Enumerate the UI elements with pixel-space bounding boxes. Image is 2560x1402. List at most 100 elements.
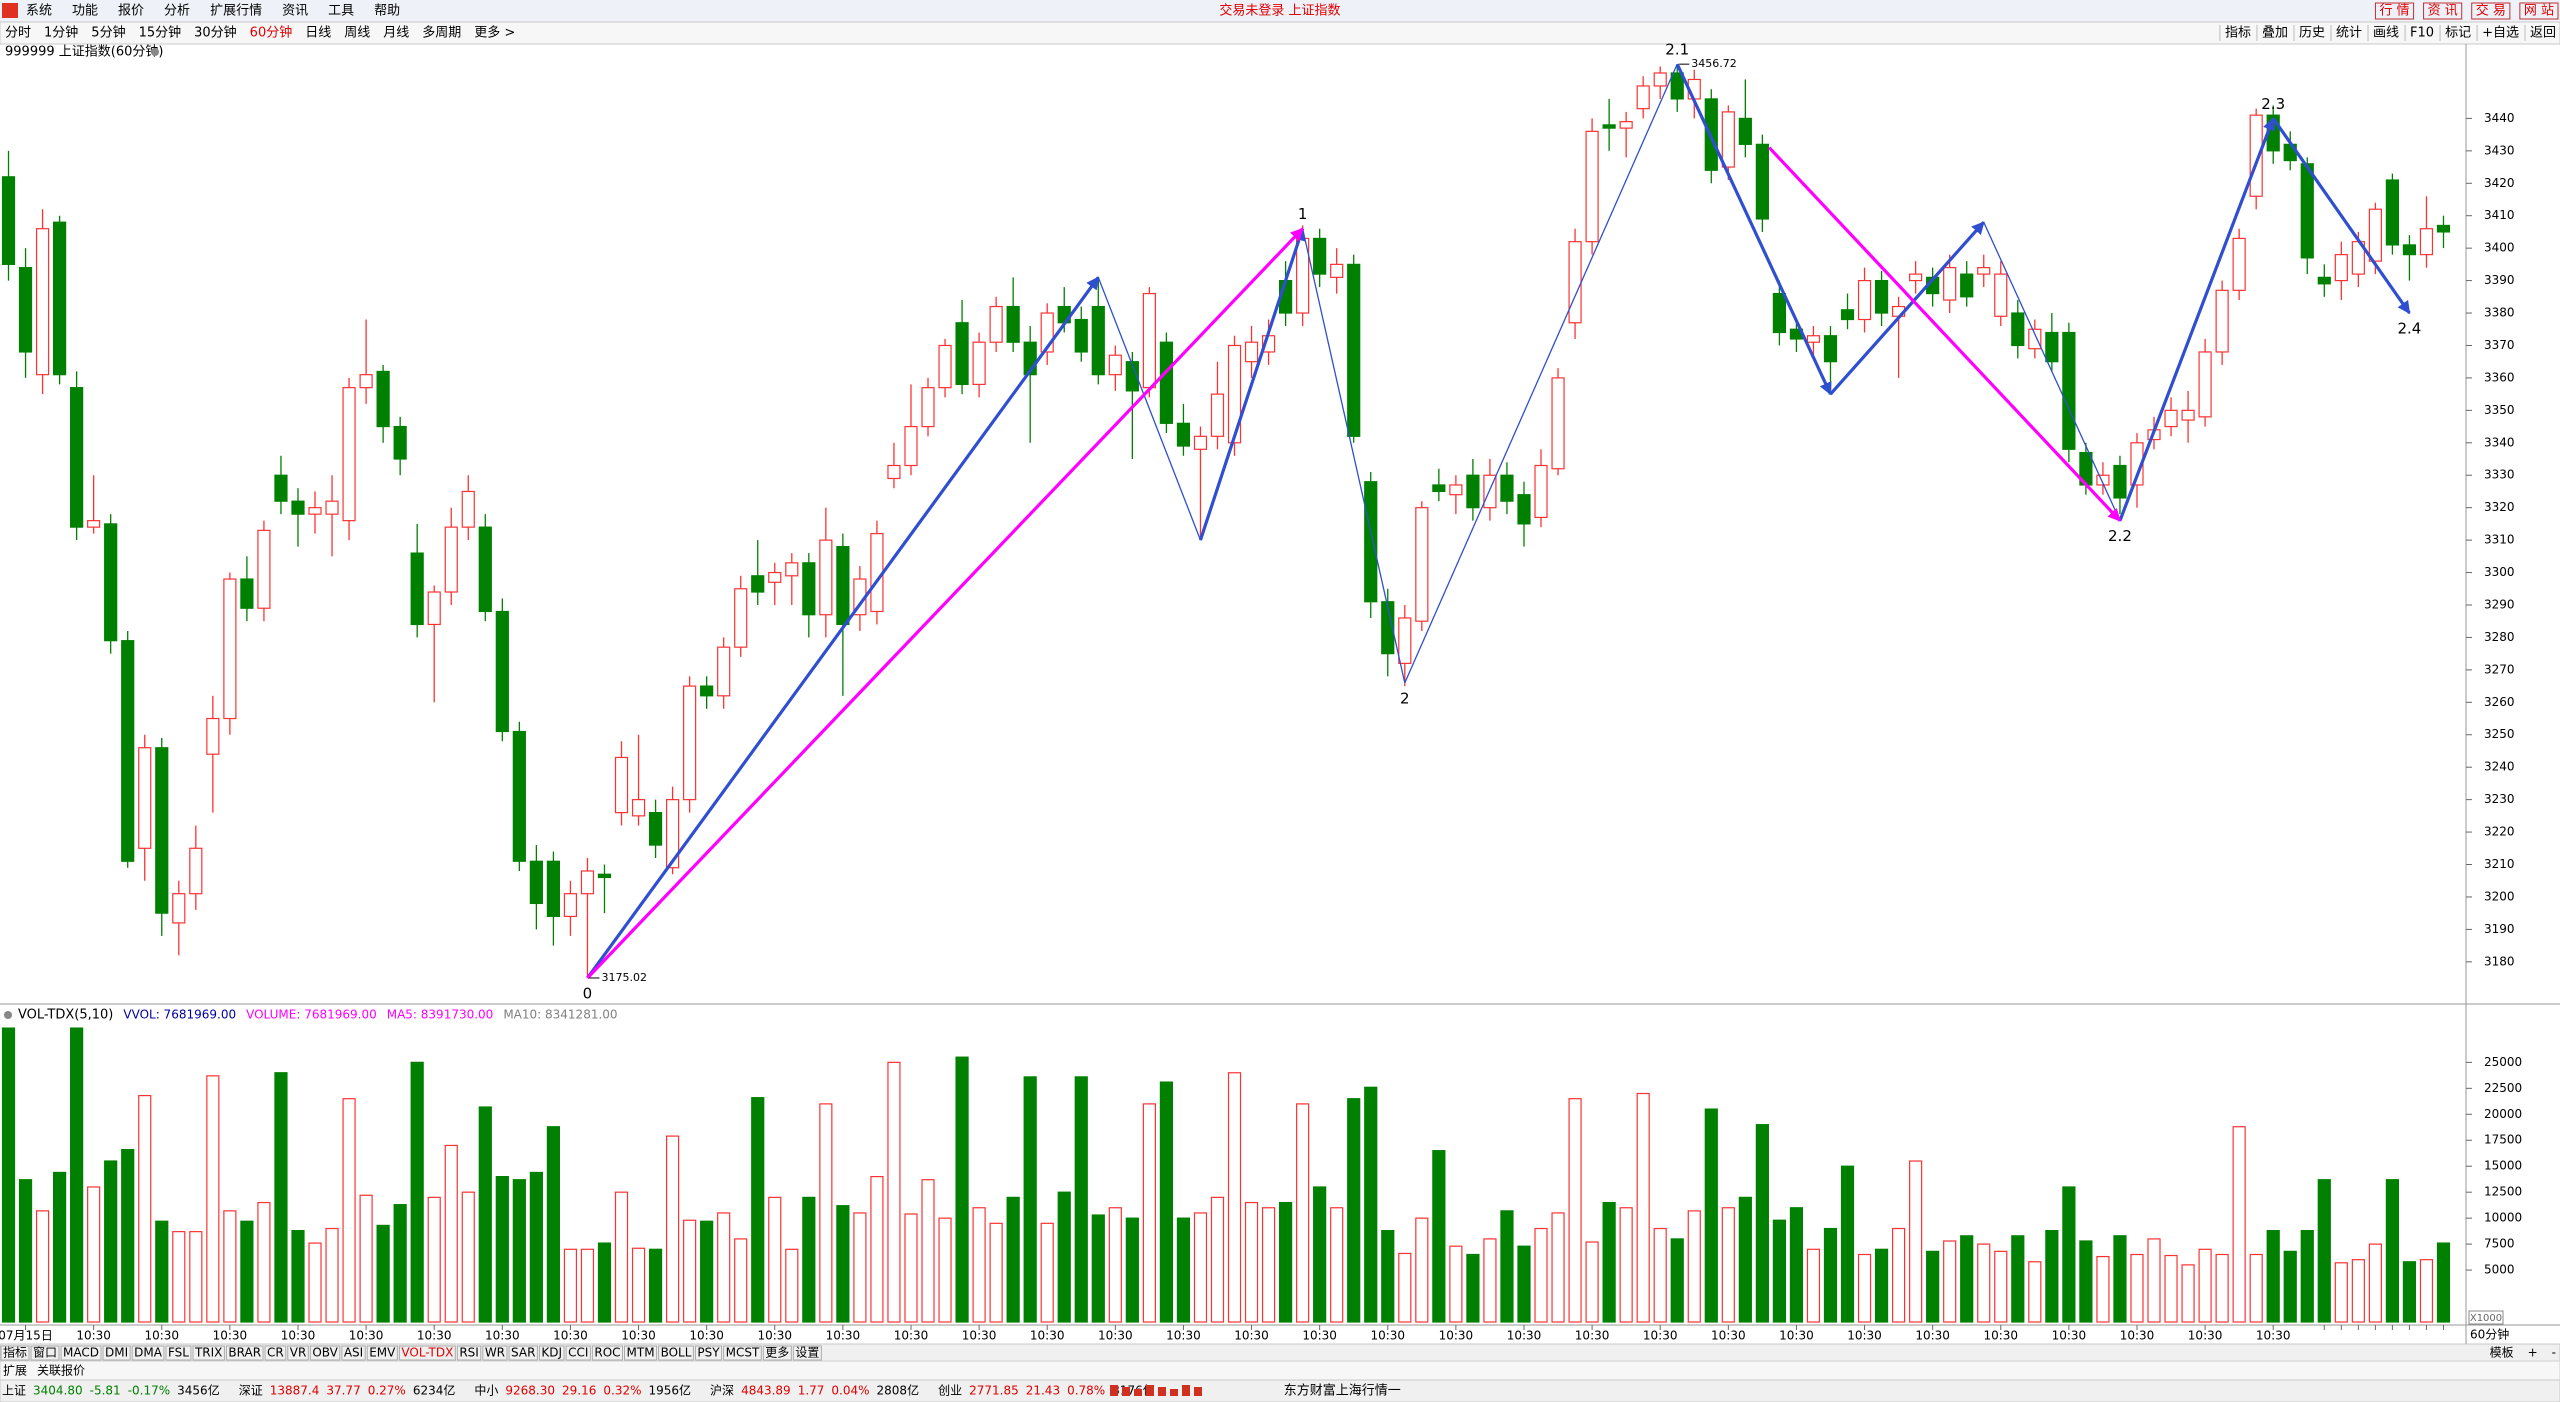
tool-button[interactable]: 标记 — [2445, 26, 2471, 41]
volume-bar — [1602, 1201, 1616, 1323]
volume-bar — [853, 1212, 867, 1323]
volume-bar — [1347, 1098, 1361, 1323]
indicator-tab[interactable]: 更多 — [765, 1346, 789, 1360]
menu-item[interactable]: 功能 — [72, 4, 98, 19]
period-tab[interactable]: 多周期 — [422, 25, 461, 41]
indicator-tab[interactable]: MTM — [627, 1346, 655, 1360]
tab-tool[interactable]: + — [2528, 1346, 2538, 1360]
candle-body — [2096, 474, 2110, 486]
top-button[interactable]: 行 情 — [2379, 4, 2409, 19]
tool-button[interactable]: 统计 — [2336, 26, 2362, 41]
tab-frame — [398, 1345, 456, 1361]
indicator-tab[interactable]: WR — [485, 1346, 505, 1360]
candle-body — [1534, 464, 1548, 519]
extension-tab[interactable]: 关联报价 — [37, 1363, 85, 1378]
indicator-tab[interactable]: VR — [290, 1346, 307, 1360]
top-button[interactable]: 网 站 — [2524, 4, 2554, 19]
x-tick-label: 10:30 — [349, 1329, 384, 1343]
indicator-tab[interactable]: 窗口 — [33, 1346, 57, 1360]
tool-button[interactable]: +自选 — [2482, 26, 2519, 41]
tool-button[interactable]: F10 — [2410, 26, 2434, 41]
volume-bar — [1551, 1212, 1565, 1323]
menu-item[interactable]: 帮助 — [374, 4, 400, 19]
status-amount: 3456亿 — [177, 1383, 220, 1398]
indicator-tab[interactable]: CCI — [568, 1346, 588, 1360]
volume-bar — [478, 1106, 492, 1323]
indicator-tab[interactable]: VOL-TDX — [401, 1346, 453, 1360]
period-tab[interactable]: 60分钟 — [250, 25, 293, 41]
candle-body — [631, 799, 646, 817]
tab-tool[interactable]: - — [2552, 1346, 2556, 1360]
indicator-tab[interactable]: BRAR — [228, 1346, 261, 1360]
volume-bar — [1960, 1235, 1974, 1323]
candle-body — [257, 529, 271, 609]
period-tab[interactable]: 月线 — [383, 26, 409, 41]
candle-body — [512, 730, 526, 862]
menu-item[interactable]: 扩展行情 — [210, 4, 262, 19]
volume-bar — [1313, 1186, 1327, 1323]
period-tab[interactable]: 更多 > — [474, 25, 515, 41]
volume-bar — [2334, 1262, 2348, 1323]
candle-body — [70, 387, 84, 528]
extension-tab[interactable]: 扩展 — [3, 1364, 27, 1378]
period-tab[interactable]: 30分钟 — [194, 25, 237, 41]
period-tab[interactable]: 1分钟 — [44, 25, 78, 41]
indicator-tab[interactable]: EMV — [369, 1346, 396, 1360]
indicator-tab[interactable]: 设置 — [795, 1346, 819, 1360]
candle-body — [1193, 435, 1208, 450]
top-button[interactable]: 交 易 — [2476, 3, 2506, 19]
indicator-tab[interactable]: OBV — [312, 1346, 338, 1360]
tool-button[interactable]: 叠加 — [2262, 26, 2288, 41]
menu-item[interactable]: 资讯 — [282, 4, 308, 19]
candle-body — [87, 520, 101, 528]
tool-button[interactable]: 历史 — [2299, 26, 2325, 41]
menu-item[interactable]: 系统 — [26, 4, 52, 19]
indicator-tab[interactable]: DMI — [105, 1346, 128, 1360]
app-icon — [2, 3, 18, 18]
top-button[interactable]: 资 讯 — [2428, 4, 2458, 19]
volume-bar — [1840, 1165, 1855, 1323]
indicator-tab[interactable]: TRIX — [194, 1346, 222, 1360]
indicator-tab[interactable]: SAR — [511, 1346, 535, 1360]
volume-bar — [495, 1175, 509, 1323]
tool-button[interactable]: 指标 — [2225, 26, 2251, 41]
period-tab[interactable]: 周线 — [344, 26, 370, 41]
status-pct: 0.32% — [603, 1384, 641, 1398]
volume-bar — [1738, 1196, 1752, 1323]
tool-button[interactable]: 画线 — [2373, 26, 2399, 41]
y-tick-label: 3240 — [2484, 760, 2515, 774]
candle-body — [700, 685, 714, 697]
indicator-tab[interactable]: KDJ — [541, 1346, 562, 1360]
volume-bar — [648, 1248, 663, 1323]
period-tab[interactable]: 分时 — [5, 26, 31, 41]
indicator-tab[interactable]: FSL — [168, 1346, 189, 1360]
menu-item[interactable]: 分析 — [164, 4, 190, 19]
candle-body — [2028, 328, 2042, 350]
candle-body — [2436, 224, 2451, 233]
volume-bar — [240, 1220, 254, 1323]
candle-body — [819, 539, 833, 616]
volume-title: VOL-TDX(5,10) — [18, 1008, 113, 1023]
indicator-tab[interactable]: DMA — [134, 1346, 163, 1360]
period-tab[interactable]: 日线 — [305, 26, 331, 41]
indicator-tab[interactable]: PSY — [697, 1346, 720, 1360]
indicator-tab[interactable]: RSI — [459, 1346, 479, 1360]
volume-bar — [410, 1061, 424, 1323]
indicator-tab[interactable]: CR — [267, 1346, 284, 1360]
tool-button[interactable]: 返回 — [2530, 26, 2556, 41]
period-tab[interactable]: 5分钟 — [91, 25, 125, 41]
indicator-tab[interactable]: MACD — [63, 1346, 99, 1360]
volume-bar — [1636, 1092, 1650, 1323]
menu-item[interactable]: 工具 — [328, 4, 354, 19]
indicator-tab[interactable]: MCST — [726, 1346, 760, 1360]
indicator-tab[interactable]: BOLL — [661, 1346, 692, 1360]
tab-tool[interactable]: 模板 — [2490, 1346, 2514, 1360]
indicator-tab[interactable]: ROC — [594, 1346, 620, 1360]
indicator-tab[interactable]: 指标 — [3, 1345, 27, 1360]
indicator-tab[interactable]: ASI — [344, 1346, 363, 1360]
zigzag-segment — [2271, 117, 2411, 315]
menu-item[interactable]: 报价 — [118, 4, 144, 19]
candle-body — [563, 893, 578, 918]
volume-bar — [1057, 1191, 1071, 1323]
period-tab[interactable]: 15分钟 — [139, 25, 182, 41]
